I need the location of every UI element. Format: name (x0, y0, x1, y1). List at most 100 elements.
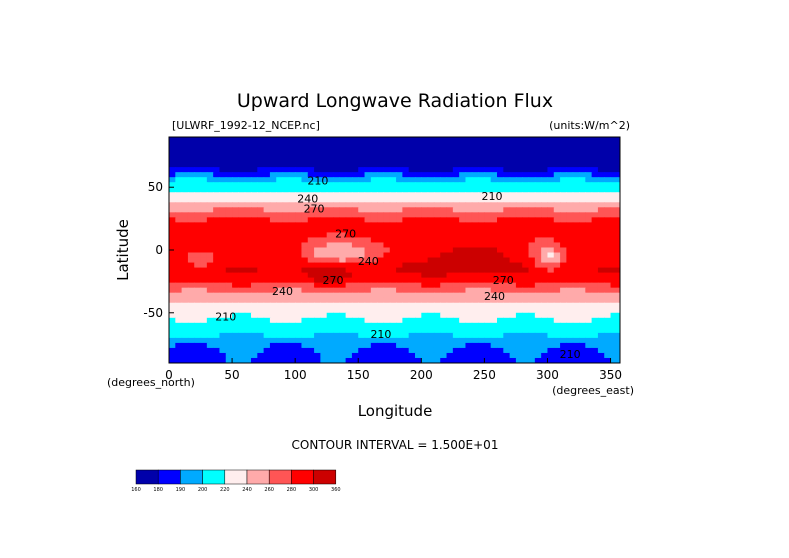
field-cell (490, 247, 498, 254)
field-cell (200, 162, 208, 168)
field-cell (307, 237, 315, 244)
field-cell (604, 292, 612, 299)
field-cell (307, 332, 315, 339)
field-cell (238, 297, 246, 304)
field-cell (604, 317, 612, 324)
field-cell (446, 337, 454, 344)
field-cell (269, 242, 277, 249)
field-cell (263, 182, 271, 188)
field-cell (616, 232, 620, 239)
field-cell (585, 222, 593, 228)
field-cell (566, 312, 574, 319)
field-cell (377, 307, 385, 314)
field-cell (307, 287, 315, 294)
field-cell (478, 177, 485, 183)
field-cell (263, 207, 271, 213)
field-cell (610, 297, 618, 304)
field-cell (484, 257, 492, 264)
field-cell (370, 287, 378, 294)
field-cell (345, 357, 353, 363)
field-cell (433, 277, 441, 284)
field-cell (616, 352, 620, 359)
field-cell (232, 292, 239, 299)
field-cell (490, 297, 498, 304)
field-cell (503, 167, 511, 173)
field-cell (333, 302, 340, 309)
field-cell (307, 142, 315, 148)
field-cell (503, 207, 511, 213)
field-cell (579, 292, 586, 299)
field-cell (251, 172, 258, 178)
field-cell (396, 292, 403, 299)
field-cell (478, 212, 485, 218)
field-cell (421, 302, 429, 309)
field-cell (408, 287, 416, 294)
x-tick-label: 200 (410, 368, 433, 382)
field-cell (269, 212, 277, 218)
field-cell (509, 332, 517, 339)
field-cell (547, 322, 555, 329)
field-cell (181, 237, 189, 244)
field-cell (364, 167, 372, 173)
field-cell (616, 252, 620, 259)
field-cell (534, 352, 542, 359)
field-cell (295, 167, 303, 173)
field-cell (225, 297, 233, 304)
field-cell (591, 312, 599, 319)
field-cell (194, 152, 202, 158)
field-cell (351, 327, 359, 334)
field-cell (232, 242, 239, 249)
field-cell (402, 352, 410, 359)
field-cell (238, 162, 246, 168)
field-cell (282, 247, 290, 254)
field-cell (257, 147, 265, 153)
field-cell (333, 237, 340, 244)
field-cell (326, 167, 334, 173)
field-cell (389, 222, 397, 228)
field-cell (345, 312, 353, 319)
contour-label: 210 (307, 175, 328, 188)
field-cell (515, 267, 523, 274)
field-cell (572, 137, 580, 143)
field-cell (276, 332, 284, 339)
field-cell (610, 237, 618, 244)
field-cell (478, 217, 485, 223)
field-cell (232, 147, 239, 153)
field-cell (421, 237, 429, 244)
field-cell (251, 152, 258, 158)
field-cell (484, 282, 492, 289)
field-cell (175, 172, 183, 178)
field-cell (301, 212, 309, 218)
field-cell (175, 352, 183, 359)
field-cell (370, 177, 378, 183)
field-cell (187, 147, 195, 153)
field-cell (541, 347, 549, 354)
field-cell (282, 317, 290, 324)
field-cell (452, 307, 460, 314)
field-cell (219, 297, 227, 304)
field-cell (616, 197, 620, 203)
field-cell (604, 137, 612, 143)
field-cell (288, 147, 296, 153)
field-cell (320, 162, 328, 168)
field-cell (351, 322, 359, 329)
field-cell (339, 227, 347, 234)
field-cell (509, 302, 517, 309)
field-cell (465, 207, 473, 213)
field-cell (572, 337, 580, 344)
field-cell (187, 317, 195, 324)
field-cell (490, 177, 498, 183)
field-cell (232, 337, 239, 344)
field-cell (408, 227, 416, 234)
field-cell (301, 272, 309, 279)
field-cell (320, 262, 328, 269)
field-cell (478, 257, 485, 264)
field-cell (288, 227, 296, 234)
field-cell (433, 192, 441, 198)
field-cell (503, 177, 511, 183)
field-cell (351, 182, 359, 188)
field-cell (238, 327, 246, 334)
field-cell (528, 357, 536, 363)
field-cell (471, 202, 479, 208)
field-cell (307, 312, 315, 319)
